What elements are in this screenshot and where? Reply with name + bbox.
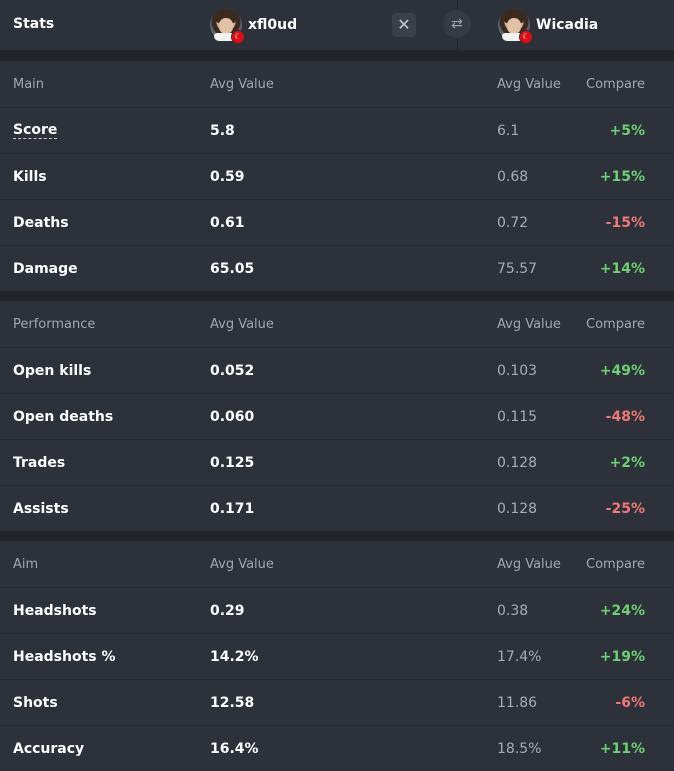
player1-value: 5.8 [210,122,235,139]
player1[interactable]: ☾ xfl0ud [210,9,298,44]
col-avg-value-2: Avg Value [497,76,561,92]
player2-value: 0.72 [497,214,529,231]
stat-label[interactable]: Score [13,122,58,139]
player2-value: 0.68 [497,168,529,185]
stat-row: Deaths 0.61 0.72 -15% [0,200,674,246]
stat-row: Headshots % 14.2% 17.4% +19% [0,634,674,680]
section-title: Main [13,76,45,92]
stat-label: Assists [13,500,69,517]
player2-value: 0.103 [497,362,538,379]
stat-label: Open kills [13,362,92,379]
player2-value: 0.115 [497,408,538,425]
turkey-flag-icon: ☾ [519,30,533,44]
section-header: Aim Avg Value Avg Value Compare [0,541,674,588]
col-avg-value-1: Avg Value [210,556,274,572]
player2-value: 18.5% [497,740,542,757]
player1-value: 0.052 [210,362,255,379]
section-gap [0,531,674,541]
player1-value: 0.61 [210,214,245,231]
compare-value: +5% [609,122,646,139]
stat-row: Shots 12.58 11.86 -6% [0,680,674,726]
player2-value: 11.86 [497,694,538,711]
player1-value: 0.59 [210,168,245,185]
player1-value: 0.171 [210,500,255,517]
compare-value: -6% [615,694,645,711]
compare-value: +11% [599,740,645,757]
col-compare: Compare [586,76,645,92]
section-main: Main Avg Value Avg Value Compare Score 5… [0,61,674,291]
player1-value: 0.29 [210,602,245,619]
compare-value: -25% [605,500,645,517]
stat-row: Damage 65.05 75.57 +14% [0,246,674,291]
player1-value: 65.05 [210,260,255,277]
player2-name[interactable]: Wicadia [536,17,599,33]
col-avg-value-2: Avg Value [497,556,561,572]
col-avg-value-1: Avg Value [210,76,274,92]
stat-row: Kills 0.59 0.68 +15% [0,154,674,200]
stat-label: Deaths [13,214,69,231]
stat-label: Kills [13,168,47,185]
compare-value: +2% [609,454,646,471]
player1-value: 16.4% [210,740,259,757]
compare-value: +49% [599,362,645,379]
turkey-flag-icon: ☾ [231,30,245,44]
player1-value: 14.2% [210,648,259,665]
col-avg-value-2: Avg Value [497,316,561,332]
section-header: Performance Avg Value Avg Value Compare [0,301,674,348]
compare-value: +19% [599,648,645,665]
swap-icon[interactable]: ⇄ [443,10,471,38]
player2[interactable]: ☾ Wicadia [498,9,599,44]
col-compare: Compare [586,316,645,332]
section-title: Aim [13,556,39,572]
player2-value: 0.38 [497,602,529,619]
section-gap [0,291,674,301]
player1-value: 0.060 [210,408,255,425]
compare-header: Stats ☾ xfl0ud ✕ ⇄ ☾ Wicadia [0,0,674,51]
stat-row: Open kills 0.052 0.103 +49% [0,348,674,394]
section-gap [0,51,674,61]
compare-value: +24% [599,602,645,619]
stat-row: Headshots 0.29 0.38 +24% [0,588,674,634]
player1-value: 0.125 [210,454,255,471]
section-header: Main Avg Value Avg Value Compare [0,61,674,108]
section-aim: Aim Avg Value Avg Value Compare Headshot… [0,541,674,771]
player2-value: 75.57 [497,260,538,277]
player2-value: 17.4% [497,648,542,665]
stat-row: Accuracy 16.4% 18.5% +11% [0,726,674,771]
close-icon[interactable]: ✕ [392,13,416,37]
player1-name[interactable]: xfl0ud [248,17,298,33]
player1-value: 12.58 [210,694,255,711]
section-performance: Performance Avg Value Avg Value Compare … [0,301,674,531]
compare-value: -48% [605,408,645,425]
stat-row: Assists 0.171 0.128 -25% [0,486,674,531]
col-avg-value-1: Avg Value [210,316,274,332]
stat-row: Score 5.8 6.1 +5% [0,108,674,154]
stat-label: Accuracy [13,740,85,757]
player2-value: 0.128 [497,500,538,517]
stats-title: Stats [13,16,55,32]
stat-label: Trades [13,454,66,471]
compare-value: -15% [605,214,645,231]
stat-label: Damage [13,260,78,277]
player2-avatar: ☾ [498,9,533,44]
stat-label: Headshots [13,602,97,619]
stat-label: Shots [13,694,58,711]
stat-label: Open deaths [13,408,114,425]
compare-value: +15% [599,168,645,185]
player1-avatar: ☾ [210,9,245,44]
stat-row: Trades 0.125 0.128 +2% [0,440,674,486]
section-title: Performance [13,316,96,332]
compare-value: +14% [599,260,645,277]
player2-value: 6.1 [497,122,520,139]
player2-value: 0.128 [497,454,538,471]
stat-label: Headshots % [13,648,116,665]
stat-row: Open deaths 0.060 0.115 -48% [0,394,674,440]
col-compare: Compare [586,556,645,572]
